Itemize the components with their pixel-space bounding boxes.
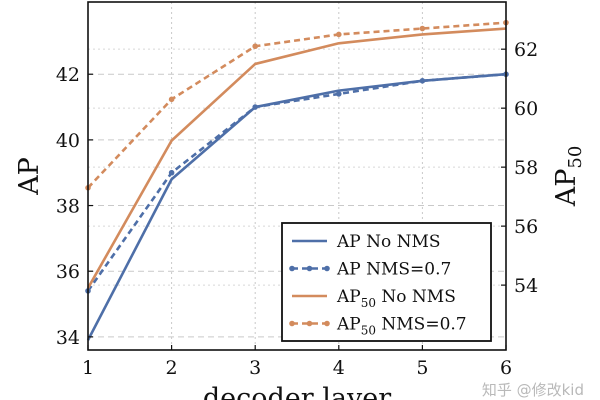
legend-box [281,222,492,342]
legend-entry-label: AP No NMS [336,232,441,252]
series-2-point [419,77,426,84]
series-line-4 [87,21,507,189]
x-tick-label: 5 [416,357,428,379]
legend-marker [306,320,313,327]
y-right-tick-label: 58 [514,157,538,179]
legend-marker [289,320,295,327]
legend-marker [306,265,313,272]
x-tick-label: 1 [82,357,94,379]
y-left-tick-label: 40 [56,130,80,152]
legend-marker [324,265,330,272]
series-2-point [168,169,175,176]
series-2-point [252,104,258,110]
x-tick-label: 3 [249,357,261,379]
y-right-tick-label: 62 [514,39,538,61]
legend: AP No NMS AP NMS=0.7 AP50 No NMS AP50 NMS=0… [281,222,492,342]
y-left-tick-label: 34 [56,327,80,349]
y-axis-left-label: AP [14,157,45,196]
y-left-tick-label: 42 [56,64,80,86]
x-tick-label: 2 [166,357,178,379]
legend-entry-label: AP NMS=0.7 [336,260,451,280]
y-right-tick-label: 60 [514,98,538,120]
y-axis-right-label-sub: 50 [565,146,586,169]
series-4-point [419,25,426,32]
x-tick-label: 6 [500,357,512,379]
y-left-tick-label: 36 [56,261,80,283]
y-left-tick-label: 38 [56,196,80,218]
y-axis-right-label-base: AP [551,169,582,208]
series-line-3 [86,27,507,289]
y-right-tick-label: 54 [514,275,538,297]
legend-marker [324,320,330,327]
series-4-point [252,43,258,50]
watermark: 知乎 @修改kid [481,381,584,399]
x-axis-label: decoder layer [203,383,391,400]
y-right-tick-label: 56 [514,216,538,238]
series-2-point [336,91,342,97]
x-tick-label: 4 [333,357,345,379]
legend-marker [289,265,295,272]
legend-entry-label: AP50 NMS=0.7 [336,315,467,338]
series-4-point [336,31,342,38]
plot-frame [87,1,507,351]
legend-entry-label: AP50 No NMS [336,287,456,310]
series-4-point [168,96,175,103]
series-line-2 [86,72,507,292]
y-axis-right-label: AP50 [551,146,586,208]
